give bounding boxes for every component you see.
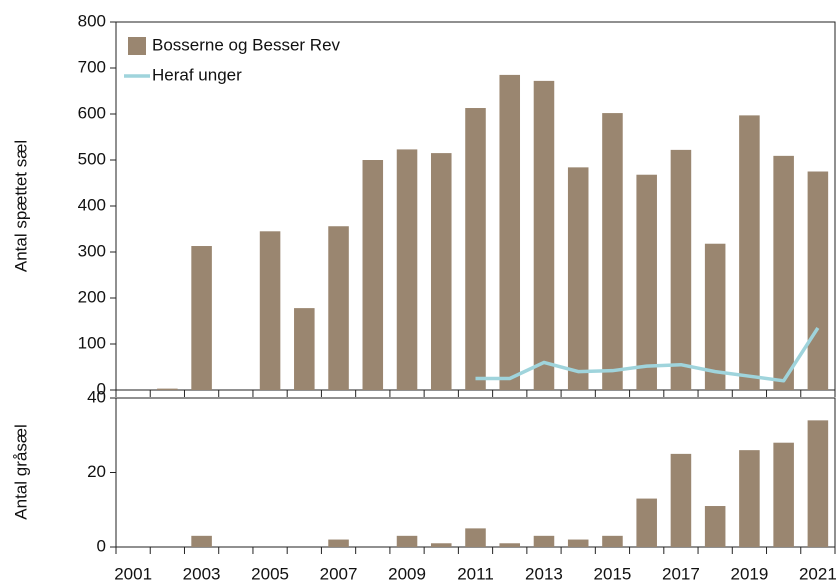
bar	[704, 243, 726, 390]
bar	[396, 149, 418, 390]
bar	[430, 153, 452, 390]
bar	[773, 155, 794, 390]
bar	[567, 167, 589, 390]
y-axis-label: Antal spættet sæl	[11, 140, 30, 272]
x-tick-label: 2009	[388, 564, 426, 583]
bar	[191, 246, 212, 390]
x-tick-label: 2001	[114, 564, 152, 583]
y-tick-label: 400	[78, 195, 106, 214]
y-tick-label: 100	[78, 333, 106, 352]
bar	[567, 539, 589, 547]
x-tick-label: 2003	[183, 564, 221, 583]
x-tick-label: 2019	[730, 564, 768, 583]
y-tick-label: 600	[78, 103, 106, 122]
y-tick-label: 700	[78, 57, 106, 76]
y-tick-label: 500	[78, 149, 106, 168]
y-tick-label: 40	[87, 387, 106, 406]
bar	[636, 174, 657, 390]
bar	[191, 535, 212, 547]
bar	[499, 74, 521, 391]
bar	[294, 308, 315, 390]
x-tick-label: 2017	[662, 564, 700, 583]
bar	[602, 113, 623, 390]
bar	[430, 543, 452, 547]
bar	[396, 535, 418, 547]
y-tick-label: 0	[97, 379, 106, 398]
bar	[670, 149, 692, 390]
bar	[499, 543, 521, 547]
bar	[465, 108, 486, 391]
bar	[533, 80, 555, 390]
bar	[773, 442, 794, 547]
bar	[670, 453, 692, 547]
x-tick-label: 2013	[525, 564, 563, 583]
bar	[739, 450, 760, 547]
y-tick-label: 300	[78, 241, 106, 260]
legend-swatch	[128, 37, 146, 55]
bar	[704, 506, 726, 547]
bar	[533, 535, 555, 547]
plot-frame	[115, 397, 836, 548]
bar	[465, 528, 486, 547]
y-tick-label: 200	[78, 287, 106, 306]
bar	[328, 226, 349, 390]
bar	[807, 171, 829, 390]
bar	[636, 498, 657, 547]
line	[475, 326, 820, 383]
bar	[259, 231, 281, 390]
bar	[157, 388, 178, 390]
x-tick-label: 2007	[320, 564, 358, 583]
x-tick-label: 2021	[799, 564, 837, 583]
legend-label: Heraf unger	[152, 65, 242, 84]
y-tick-label: 0	[97, 536, 106, 555]
legend-label: Bosserne og Besser Rev	[152, 35, 341, 54]
y-tick-label: 20	[87, 462, 106, 481]
bar	[739, 115, 760, 390]
bar	[362, 160, 384, 390]
x-tick-label: 2005	[251, 564, 289, 583]
x-tick-label: 2011	[457, 564, 494, 583]
bar	[602, 535, 623, 547]
bar	[328, 539, 349, 547]
bar	[807, 420, 829, 547]
y-tick-label: 800	[78, 11, 106, 30]
y-axis-label: Antal gråsæl	[11, 424, 30, 519]
x-tick-label: 2015	[594, 564, 632, 583]
